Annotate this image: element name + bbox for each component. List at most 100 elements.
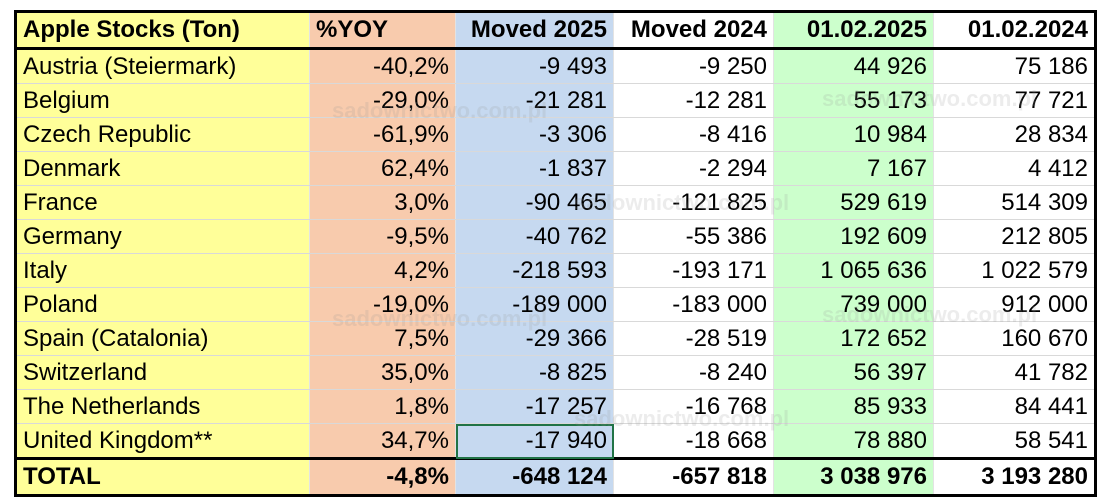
stock-2024-cell[interactable]: 28 834 (933, 117, 1096, 152)
total-yoy-cell[interactable]: -4,8% (309, 457, 456, 497)
yoy-cell[interactable]: 7,5% (309, 321, 456, 356)
moved-2024-cell[interactable]: -12 281 (613, 83, 774, 118)
stock-2024-cell[interactable]: 212 805 (933, 219, 1096, 254)
stock-2025-cell[interactable]: 7 167 (773, 151, 934, 186)
yoy-cell[interactable]: 34,7% (309, 423, 456, 459)
moved-2025-cell[interactable]: -3 306 (455, 117, 614, 152)
yoy-cell[interactable]: 3,0% (309, 185, 456, 220)
stock-2025-cell[interactable]: 172 652 (773, 321, 934, 356)
stock-2024-cell[interactable]: 58 541 (933, 423, 1096, 459)
stock-2024-cell[interactable]: 41 782 (933, 355, 1096, 390)
moved-2024-cell[interactable]: -18 668 (613, 423, 774, 459)
country-cell[interactable]: The Netherlands (15, 389, 310, 424)
moved-2024-cell[interactable]: -8 240 (613, 355, 774, 390)
moved-2025-cell[interactable]: -9 493 (455, 48, 614, 84)
table-row: Spain (Catalonia) 7,5% -29 366 -28 519 1… (15, 321, 1096, 356)
yoy-cell[interactable]: -19,0% (309, 287, 456, 322)
country-cell[interactable]: Spain (Catalonia) (15, 321, 310, 356)
table-row: The Netherlands 1,8% -17 257 -16 768 85 … (15, 389, 1096, 424)
moved-2024-cell[interactable]: -8 416 (613, 117, 774, 152)
moved-2025-cell[interactable]: -218 593 (455, 253, 614, 288)
stock-2024-cell[interactable]: 84 441 (933, 389, 1096, 424)
stock-2024-cell[interactable]: 77 721 (933, 83, 1096, 118)
total-moved-2025-cell[interactable]: -648 124 (455, 457, 614, 497)
table-row: Germany -9,5% -40 762 -55 386 192 609 21… (15, 219, 1096, 254)
moved-2025-cell[interactable]: -8 825 (455, 355, 614, 390)
table-row: Belgium -29,0% -21 281 -12 281 55 173 77… (15, 83, 1096, 118)
yoy-cell[interactable]: 4,2% (309, 253, 456, 288)
country-cell[interactable]: Denmark (15, 151, 310, 186)
header-cell-yoy[interactable]: %YOY (309, 10, 456, 50)
table-row: Poland -19,0% -189 000 -183 000 739 000 … (15, 287, 1096, 322)
yoy-cell[interactable]: 35,0% (309, 355, 456, 390)
country-cell[interactable]: Belgium (15, 83, 310, 118)
header-cell-country[interactable]: Apple Stocks (Ton) (15, 10, 310, 50)
header-cell-moved-2024[interactable]: Moved 2024 (613, 10, 774, 50)
yoy-cell[interactable]: -9,5% (309, 219, 456, 254)
moved-2024-cell[interactable]: -193 171 (613, 253, 774, 288)
table-row: Italy 4,2% -218 593 -193 171 1 065 636 1… (15, 253, 1096, 288)
table-row: United Kingdom** 34,7% -17 940 -18 668 7… (15, 423, 1096, 459)
total-stock-2024-cell[interactable]: 3 193 280 (933, 457, 1096, 497)
moved-2025-cell[interactable]: -21 281 (455, 83, 614, 118)
moved-2025-cell-selected[interactable]: -17 940 (455, 423, 614, 459)
moved-2024-cell[interactable]: -121 825 (613, 185, 774, 220)
stock-2025-cell[interactable]: 44 926 (773, 48, 934, 84)
country-cell[interactable]: Switzerland (15, 355, 310, 390)
moved-2025-cell[interactable]: -189 000 (455, 287, 614, 322)
apple-stocks-table: Apple Stocks (Ton) %YOY Moved 2025 Moved… (14, 10, 1097, 497)
stock-2025-cell[interactable]: 1 065 636 (773, 253, 934, 288)
moved-2025-cell[interactable]: -90 465 (455, 185, 614, 220)
total-moved-2024-cell[interactable]: -657 818 (613, 457, 774, 497)
yoy-cell[interactable]: -40,2% (309, 48, 456, 84)
stock-2025-cell[interactable]: 739 000 (773, 287, 934, 322)
table-row: Switzerland 35,0% -8 825 -8 240 56 397 4… (15, 355, 1096, 390)
stock-2025-cell[interactable]: 85 933 (773, 389, 934, 424)
stock-2025-cell[interactable]: 192 609 (773, 219, 934, 254)
yoy-cell[interactable]: 1,8% (309, 389, 456, 424)
moved-2025-cell[interactable]: -40 762 (455, 219, 614, 254)
stock-2025-cell[interactable]: 10 984 (773, 117, 934, 152)
country-cell[interactable]: Germany (15, 219, 310, 254)
stock-2025-cell[interactable]: 56 397 (773, 355, 934, 390)
moved-2025-cell[interactable]: -29 366 (455, 321, 614, 356)
country-cell[interactable]: Czech Republic (15, 117, 310, 152)
header-row: Apple Stocks (Ton) %YOY Moved 2025 Moved… (15, 10, 1096, 50)
moved-2024-cell[interactable]: -9 250 (613, 48, 774, 84)
total-label-cell[interactable]: TOTAL (15, 457, 310, 497)
country-cell[interactable]: Italy (15, 253, 310, 288)
moved-2024-cell[interactable]: -28 519 (613, 321, 774, 356)
stock-2025-cell[interactable]: 78 880 (773, 423, 934, 459)
table-row: France 3,0% -90 465 -121 825 529 619 514… (15, 185, 1096, 220)
total-row: TOTAL -4,8% -648 124 -657 818 3 038 976 … (15, 457, 1096, 497)
header-cell-stock-2024[interactable]: 01.02.2024 (933, 10, 1096, 50)
table-row: Denmark 62,4% -1 837 -2 294 7 167 4 412 (15, 151, 1096, 186)
moved-2024-cell[interactable]: -55 386 (613, 219, 774, 254)
country-cell[interactable]: France (15, 185, 310, 220)
total-stock-2025-cell[interactable]: 3 038 976 (773, 457, 934, 497)
moved-2024-cell[interactable]: -16 768 (613, 389, 774, 424)
stock-2024-cell[interactable]: 75 186 (933, 48, 1096, 84)
stock-2024-cell[interactable]: 4 412 (933, 151, 1096, 186)
stock-2025-cell[interactable]: 55 173 (773, 83, 934, 118)
stock-2024-cell[interactable]: 912 000 (933, 287, 1096, 322)
yoy-cell[interactable]: -61,9% (309, 117, 456, 152)
moved-2025-cell[interactable]: -1 837 (455, 151, 614, 186)
stock-2024-cell[interactable]: 514 309 (933, 185, 1096, 220)
header-cell-stock-2025[interactable]: 01.02.2025 (773, 10, 934, 50)
yoy-cell[interactable]: 62,4% (309, 151, 456, 186)
moved-2024-cell[interactable]: -2 294 (613, 151, 774, 186)
stock-2024-cell[interactable]: 1 022 579 (933, 253, 1096, 288)
country-cell[interactable]: Austria (Steiermark) (15, 48, 310, 84)
moved-2025-cell[interactable]: -17 257 (455, 389, 614, 424)
yoy-cell[interactable]: -29,0% (309, 83, 456, 118)
table-row: Austria (Steiermark) -40,2% -9 493 -9 25… (15, 48, 1096, 84)
header-cell-moved-2025[interactable]: Moved 2025 (455, 10, 614, 50)
country-cell[interactable]: Poland (15, 287, 310, 322)
stock-2025-cell[interactable]: 529 619 (773, 185, 934, 220)
moved-2024-cell[interactable]: -183 000 (613, 287, 774, 322)
table-row: Czech Republic -61,9% -3 306 -8 416 10 9… (15, 117, 1096, 152)
country-cell[interactable]: United Kingdom** (15, 423, 310, 459)
stock-2024-cell[interactable]: 160 670 (933, 321, 1096, 356)
spreadsheet: Apple Stocks (Ton) %YOY Moved 2025 Moved… (14, 10, 1097, 497)
